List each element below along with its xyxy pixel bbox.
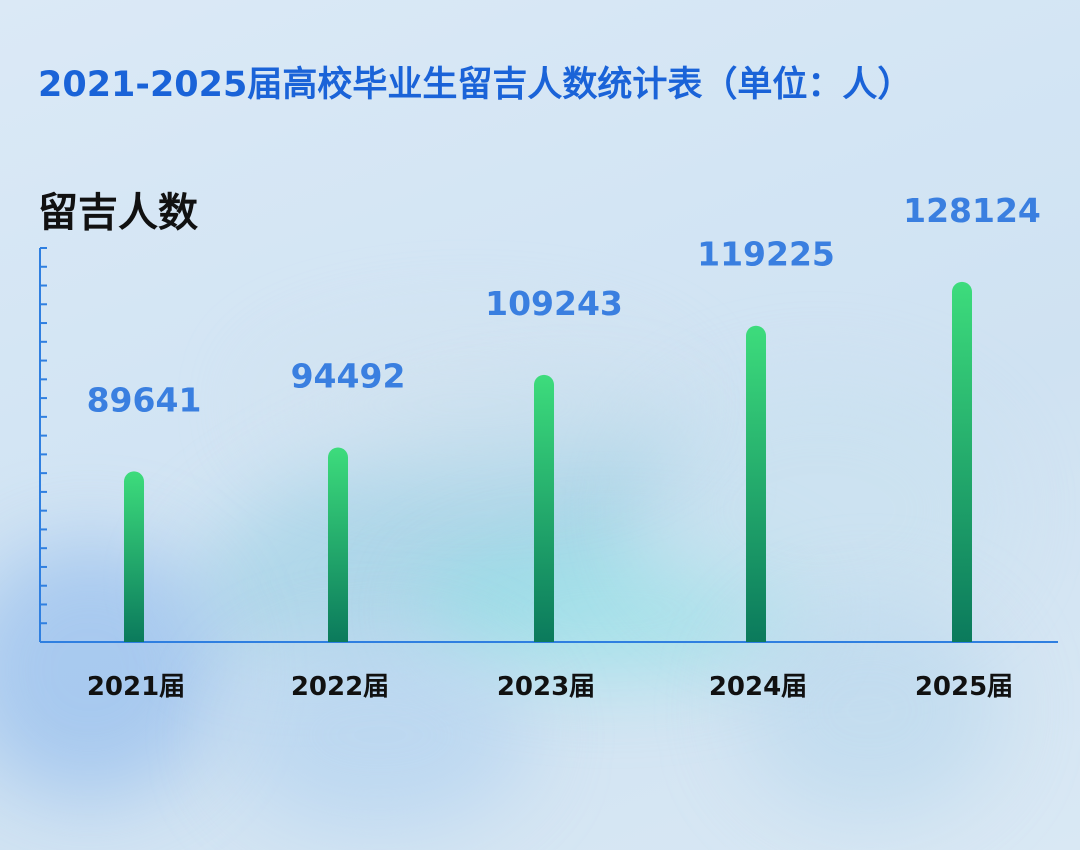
chart-bars: 89641 2021届 94492 2022届 109243 2023届 119225 202…	[87, 191, 1041, 702]
bar-2023届	[534, 374, 554, 642]
bar-2022届	[328, 447, 348, 642]
background-blur-shape	[230, 640, 530, 830]
background-blur-shape	[640, 380, 1000, 640]
x-tick-label: 2021届	[87, 672, 185, 702]
bar-2025届	[952, 281, 972, 642]
value-label: 128124	[903, 191, 1041, 230]
y-axis-label: 留吉人数	[38, 190, 198, 236]
value-label: 109243	[485, 284, 623, 323]
value-label: 94492	[291, 357, 406, 396]
chart-title: 2021-2025届高校毕业生留吉人数统计表（单位：人）	[38, 65, 913, 105]
x-tick-label: 2024届	[709, 672, 807, 702]
background-blur-shape	[0, 540, 220, 800]
x-tick-label: 2022届	[291, 672, 389, 702]
x-tick-label: 2025届	[915, 672, 1013, 702]
bar-2024届	[746, 325, 766, 642]
x-tick-label: 2023届	[497, 672, 595, 702]
value-label: 89641	[87, 380, 202, 419]
bar-2021届	[124, 471, 144, 642]
value-label: 119225	[697, 235, 835, 274]
